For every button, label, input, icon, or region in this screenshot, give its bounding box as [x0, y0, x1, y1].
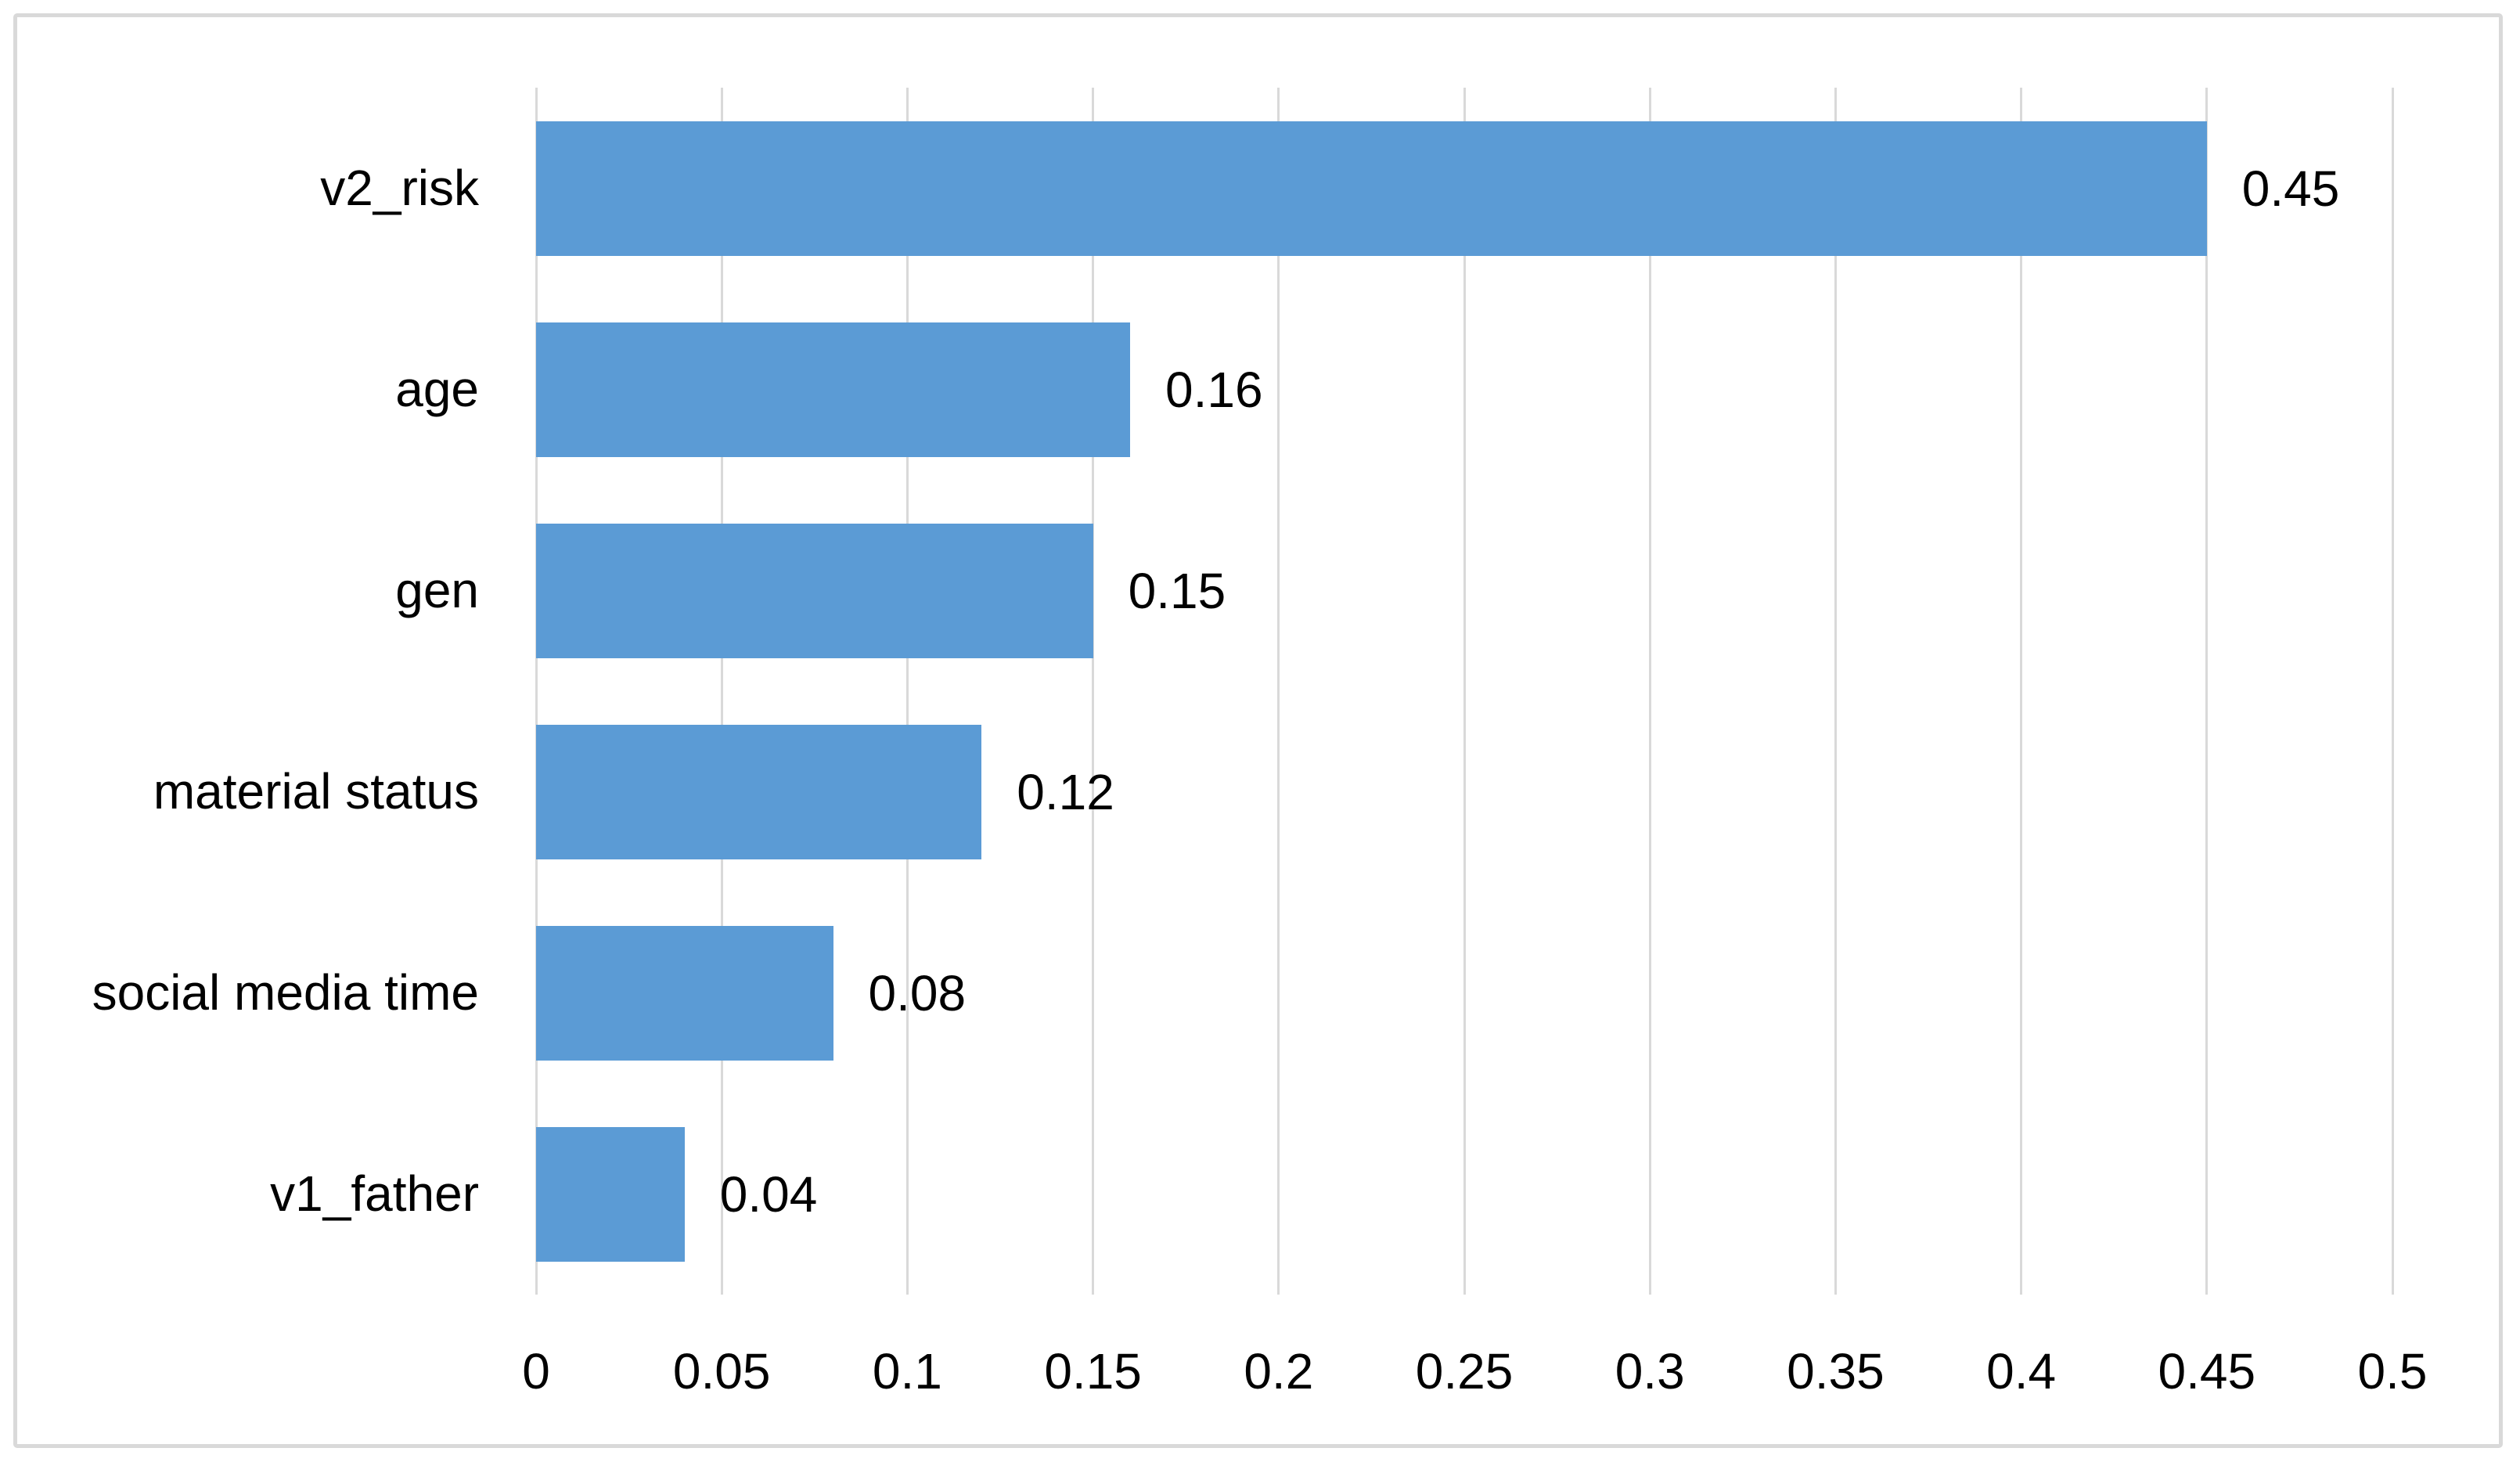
- category-label: gen: [395, 561, 479, 618]
- x-axis-tick-label: 0.05: [672, 1343, 771, 1399]
- bar-material-status: [536, 724, 982, 859]
- x-axis-tick-label: 0.4: [1986, 1343, 2057, 1399]
- category-label: v2_risk: [320, 159, 479, 216]
- bar-value-label: 0.15: [1128, 562, 1226, 619]
- bar-value-label: 0.12: [1017, 763, 1114, 820]
- bar-v2_risk: [536, 121, 2207, 256]
- bar-gen: [536, 523, 1093, 658]
- vertical-gridline: [535, 88, 538, 1295]
- vertical-gridline: [1092, 88, 1095, 1295]
- vertical-gridline: [720, 88, 723, 1295]
- vertical-gridline: [2205, 88, 2209, 1295]
- category-label: v1_father: [270, 1165, 479, 1222]
- bar-value-label: 0.04: [719, 1165, 818, 1223]
- bar-age: [536, 322, 1131, 457]
- x-axis-tick-label: 0.2: [1244, 1343, 1314, 1399]
- category-label: age: [395, 360, 479, 417]
- vertical-gridline: [1834, 88, 1837, 1295]
- vertical-gridline: [905, 88, 909, 1295]
- vertical-gridline: [1463, 88, 1466, 1295]
- category-label: material status: [153, 762, 479, 819]
- vertical-gridline: [2391, 88, 2394, 1295]
- plot-area: 0.45 0.16 0.15 0.12 0.08 0.04: [535, 88, 2394, 1295]
- x-axis-tick-label: 0.5: [2357, 1343, 2428, 1399]
- x-axis-tick-label: 0.25: [1415, 1343, 1514, 1399]
- bar-v1_father: [536, 1126, 685, 1262]
- x-axis-tick-label: 0.3: [1615, 1343, 1685, 1399]
- bar-social-media-time: [536, 925, 833, 1061]
- x-axis-tick-label: 0.45: [2158, 1343, 2256, 1399]
- vertical-gridline: [1277, 88, 1280, 1295]
- bar-value-label: 0.16: [1165, 361, 1263, 418]
- bar-value-label: 0.45: [2241, 160, 2340, 217]
- x-axis-tick-label: 0.15: [1044, 1343, 1142, 1399]
- x-axis-tick-label: 0.1: [872, 1343, 942, 1399]
- bar-value-label: 0.08: [868, 964, 967, 1021]
- vertical-gridline: [2020, 88, 2023, 1295]
- x-axis-tick-label: 0: [522, 1343, 550, 1399]
- vertical-gridline: [1648, 88, 1651, 1295]
- x-axis-tick-label: 0.35: [1787, 1343, 1885, 1399]
- category-label: social media time: [92, 964, 479, 1021]
